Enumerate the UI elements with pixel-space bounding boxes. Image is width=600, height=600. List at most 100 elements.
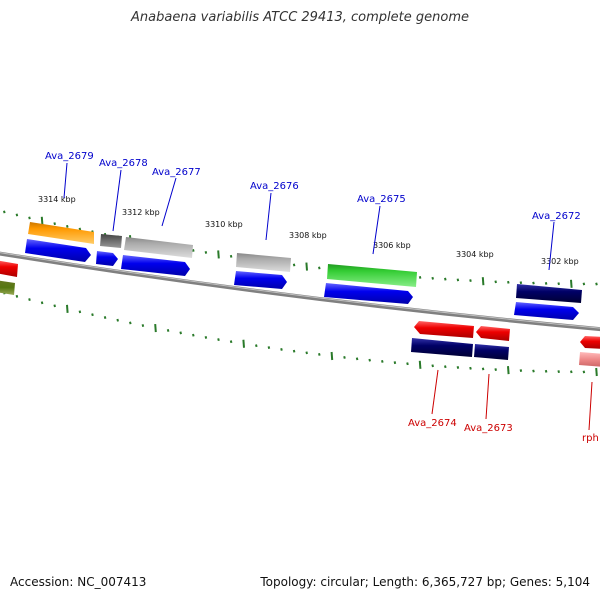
scale-tick — [582, 282, 586, 286]
scale-tick — [532, 369, 535, 373]
scale-tick — [229, 340, 233, 344]
scale-tick — [456, 278, 460, 282]
scale-tick — [393, 361, 397, 365]
gene-label[interactable]: Ava_2678 — [99, 158, 148, 169]
scale-tick — [217, 338, 220, 342]
scale-tick — [166, 329, 170, 332]
scale-tick — [343, 356, 346, 359]
scale-tick — [570, 279, 573, 288]
scale-tick — [469, 279, 472, 283]
tick-label: 3302 kbp — [541, 257, 579, 266]
scale-tick — [595, 367, 598, 377]
tick-ring-outer — [3, 210, 598, 288]
scale-tick — [91, 313, 94, 317]
scale-tick — [481, 277, 485, 286]
scale-tick — [129, 321, 132, 325]
scale-tick — [355, 357, 359, 361]
scale-tick — [507, 280, 510, 284]
scale-tick — [494, 368, 497, 372]
scale-tick — [305, 351, 308, 355]
scale-tick — [267, 346, 271, 350]
gene-label[interactable]: Ava_2673 — [464, 423, 513, 434]
scale-tick — [53, 304, 56, 308]
scale-tick — [204, 335, 208, 339]
scale-tick — [519, 369, 523, 373]
cds-forward-arrow[interactable] — [25, 239, 91, 262]
scale-tick — [40, 216, 44, 225]
map-title: Anabaena variabilis ATCC 29413, complete… — [131, 10, 469, 25]
gene-label[interactable]: Ava_2672 — [532, 211, 581, 222]
feature-gray[interactable] — [124, 237, 193, 258]
cds-forward-arrow[interactable] — [234, 271, 287, 289]
tick-label: 3306 kbp — [373, 241, 411, 250]
tick-ring-inner — [3, 291, 598, 377]
feature-navy[interactable] — [411, 338, 473, 357]
accession-label: Accession: NC_007413 — [10, 575, 147, 589]
cds-forward-arrow[interactable] — [514, 302, 579, 320]
cds-forward-arrow[interactable] — [324, 283, 413, 304]
cds-forward-arrow[interactable] — [96, 251, 118, 266]
scale-tick — [192, 248, 195, 252]
gene-label[interactable]: Ava_2677 — [152, 167, 201, 178]
scale-tick — [318, 266, 321, 270]
tick-label: 3308 kbp — [289, 231, 327, 240]
feature-dark-gray[interactable] — [100, 234, 122, 248]
gene-label[interactable]: Ava_2675 — [357, 194, 406, 205]
scale-tick — [406, 362, 409, 366]
scale-tick — [28, 298, 31, 302]
cds-reverse-arrow[interactable] — [580, 336, 600, 349]
scale-tick — [570, 370, 573, 374]
scale-tick — [242, 339, 245, 348]
feature-orange[interactable] — [28, 222, 94, 244]
scale-tick — [3, 210, 6, 214]
scale-tick — [192, 333, 195, 337]
scale-tick — [217, 250, 220, 259]
feature-green[interactable] — [327, 264, 417, 287]
tick-label: 3314 kbp — [38, 195, 76, 204]
scale-tick — [481, 367, 485, 371]
scale-tick — [40, 301, 44, 305]
feature-navy[interactable] — [474, 344, 509, 360]
tick-label: 3304 kbp — [456, 250, 494, 259]
gene-label[interactable]: Ava_2679 — [45, 151, 94, 162]
scale-tick — [330, 351, 334, 361]
scale-tick — [292, 263, 296, 267]
feature-navy[interactable] — [516, 284, 582, 303]
feature-gray[interactable] — [236, 253, 291, 272]
feature-olive-partial[interactable] — [0, 280, 15, 295]
gene-label[interactable]: rph — [582, 433, 599, 444]
scale-tick — [595, 282, 598, 286]
scale-tick — [532, 281, 535, 285]
scale-tick — [103, 316, 107, 319]
scale-tick — [292, 349, 296, 353]
scale-tick — [229, 254, 233, 258]
gene-label[interactable]: Ava_2674 — [408, 418, 457, 429]
scale-tick — [154, 323, 157, 333]
scale-tick — [418, 360, 422, 369]
scale-tick — [444, 365, 447, 369]
scale-tick — [66, 224, 69, 228]
cds-reverse-arrow[interactable] — [414, 321, 474, 338]
scale-tick — [15, 294, 19, 298]
scale-tick — [78, 310, 82, 314]
scale-tick — [28, 216, 31, 220]
scale-tick — [305, 262, 308, 271]
scale-tick — [494, 280, 497, 284]
scale-tick — [66, 304, 69, 313]
scale-tick — [418, 275, 422, 279]
scale-tick — [179, 331, 182, 335]
cds-reverse-arrow[interactable] — [476, 326, 510, 341]
feature-pink[interactable] — [579, 352, 600, 367]
scale-tick — [456, 366, 460, 369]
scale-tick — [15, 213, 19, 217]
scale-tick — [557, 282, 560, 286]
gene-label[interactable]: Ava_2676 — [250, 181, 299, 192]
scale-tick — [519, 281, 523, 285]
feature-red-partial[interactable] — [0, 260, 18, 277]
scale-tick — [582, 370, 586, 374]
scale-tick — [469, 366, 472, 370]
cds-forward-arrow[interactable] — [121, 255, 190, 276]
genome-summary: Topology: circular; Length: 6,365,727 bp… — [260, 575, 590, 589]
tick-label: 3310 kbp — [205, 220, 243, 229]
